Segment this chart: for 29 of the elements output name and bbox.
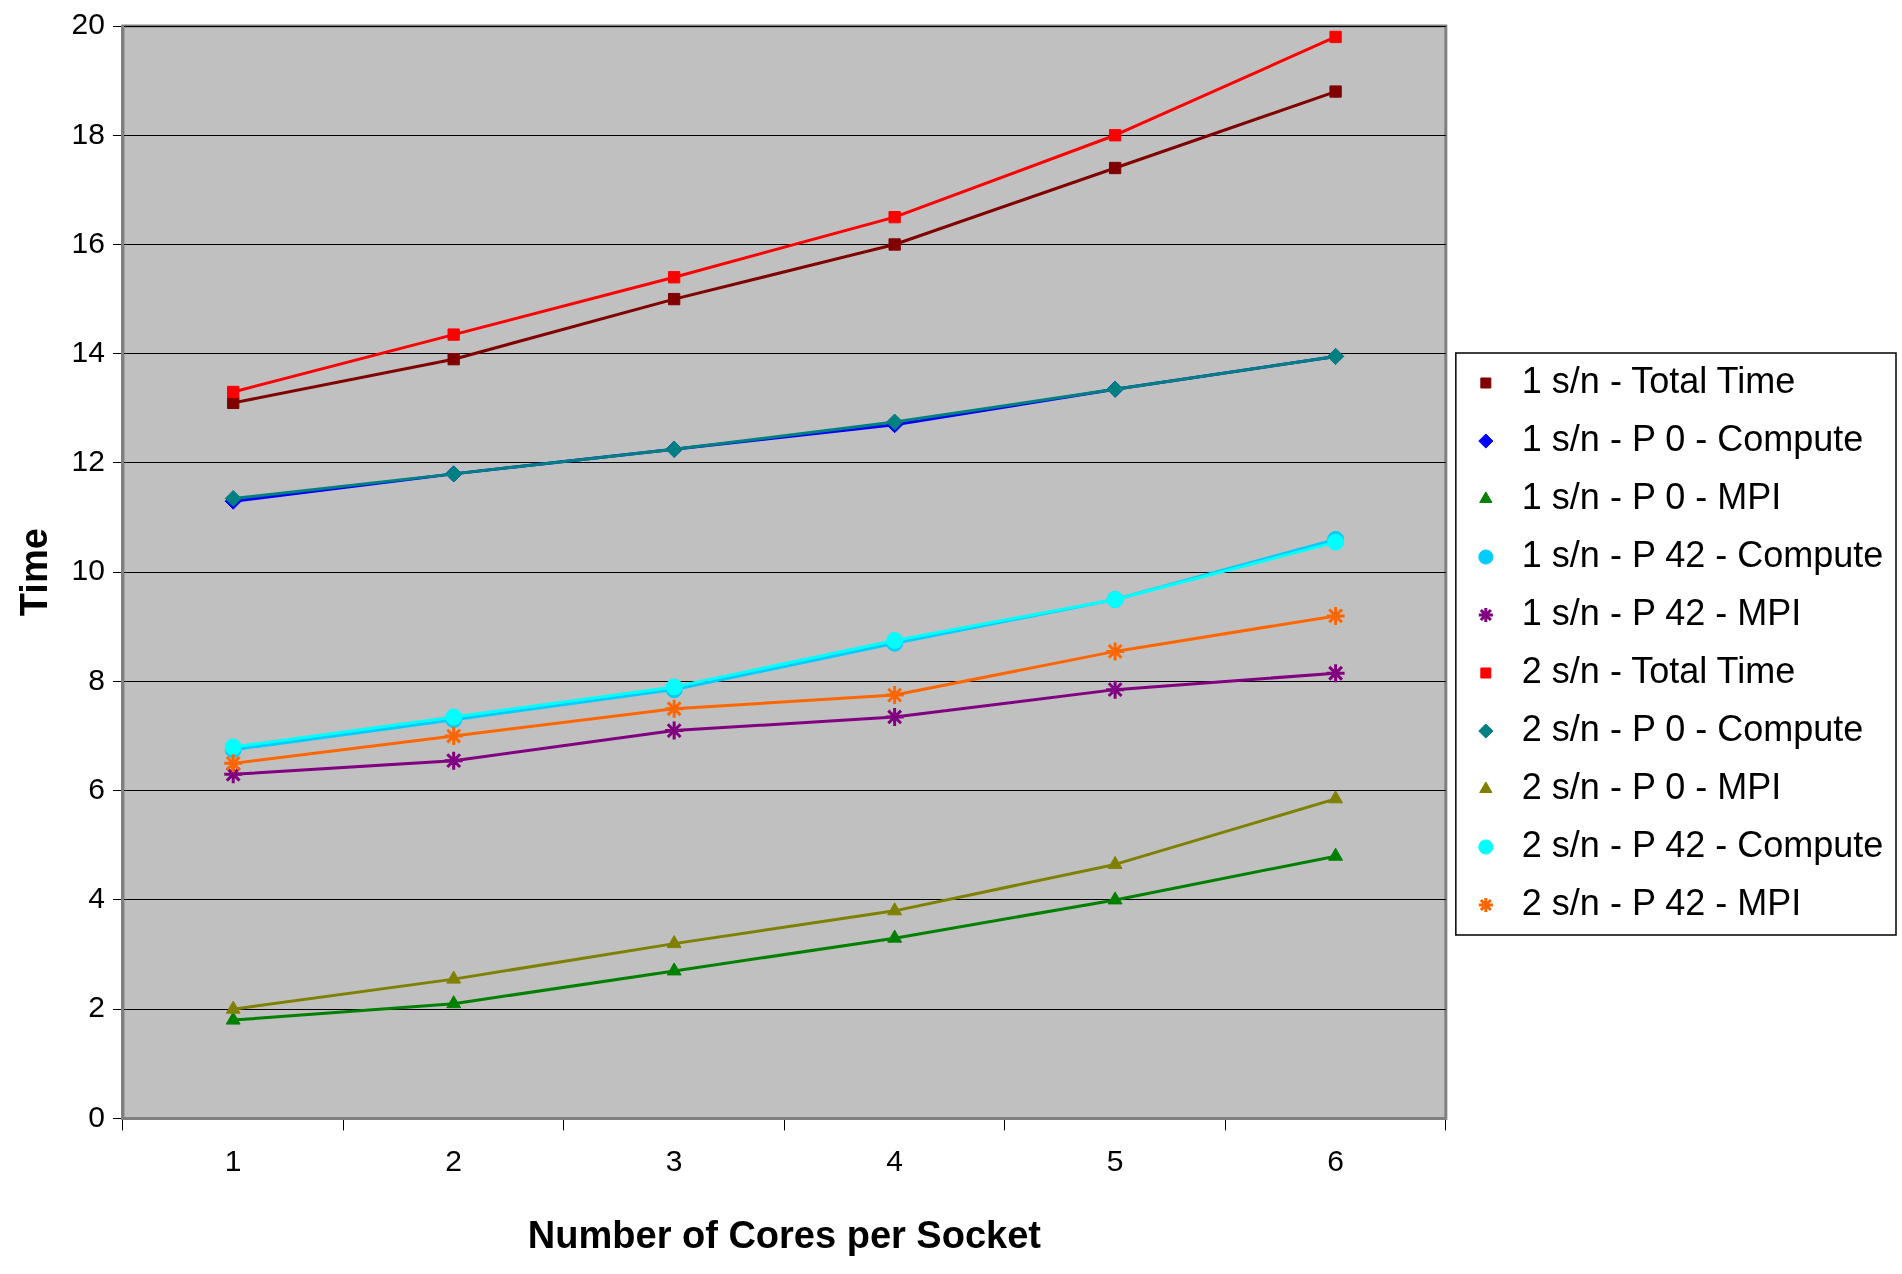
x-tick-label: 4 bbox=[886, 1143, 903, 1177]
legend-label: 2 s/n - P 42 - Compute bbox=[1521, 823, 1884, 865]
x-tick-label: 5 bbox=[1106, 1143, 1124, 1177]
x-tick-label: 1 bbox=[224, 1143, 242, 1177]
y-tick-label: 10 bbox=[71, 553, 105, 587]
legend-label: 1 s/n - Total Time bbox=[1521, 359, 1796, 401]
y-tick-label: 18 bbox=[71, 116, 105, 150]
legend-label: 2 s/n - Total Time bbox=[1521, 649, 1796, 691]
legend-label: 2 s/n - P 42 - MPI bbox=[1521, 881, 1802, 923]
x-axis-title: Number of Cores per Socket bbox=[527, 1213, 1042, 1256]
legend-label: 1 s/n - P 0 - MPI bbox=[1521, 475, 1782, 517]
y-tick-label: 8 bbox=[88, 662, 105, 696]
y-tick-label: 6 bbox=[88, 771, 105, 805]
x-tick-label: 3 bbox=[665, 1143, 683, 1177]
y-tick-label: 14 bbox=[71, 334, 105, 368]
legend-label: 1 s/n - P 42 - MPI bbox=[1521, 591, 1802, 633]
legend-label: 2 s/n - P 0 - Compute bbox=[1521, 707, 1864, 749]
y-tick-label: 20 bbox=[71, 7, 105, 41]
x-tick-label: 6 bbox=[1327, 1143, 1344, 1177]
x-tick-label: 2 bbox=[445, 1143, 463, 1177]
legend-label: 2 s/n - P 0 - MPI bbox=[1521, 765, 1782, 807]
legend-label: 1 s/n - P 0 - Compute bbox=[1521, 417, 1864, 459]
y-tick-label: 0 bbox=[88, 1099, 105, 1133]
y-tick-label: 2 bbox=[88, 990, 105, 1024]
legend-label: 1 s/n - P 42 - Compute bbox=[1521, 533, 1884, 575]
y-tick-label: 4 bbox=[88, 881, 105, 915]
y-axis-title: Time bbox=[13, 528, 56, 617]
y-tick-label: 12 bbox=[71, 444, 105, 478]
y-tick-label: 16 bbox=[71, 225, 105, 259]
